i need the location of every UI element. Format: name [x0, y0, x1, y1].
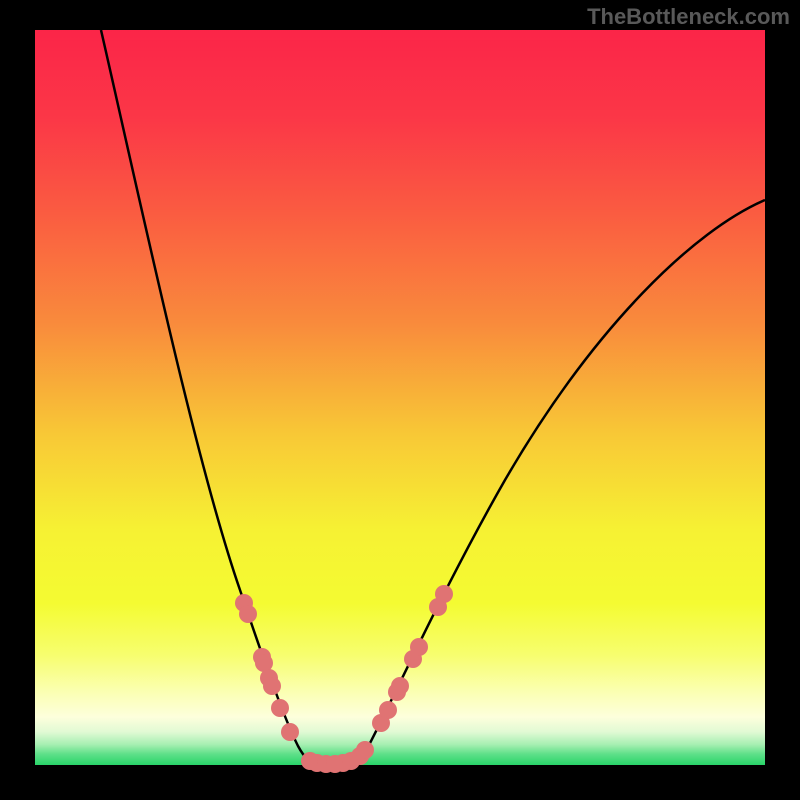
- gradient-background: [35, 30, 765, 765]
- plot-area: [35, 30, 765, 765]
- scatter-point: [239, 605, 257, 623]
- frame-right: [765, 0, 800, 800]
- scatter-point: [410, 638, 428, 656]
- scatter-point: [435, 585, 453, 603]
- chart-svg: [35, 30, 765, 765]
- scatter-point: [391, 677, 409, 695]
- scatter-point: [281, 723, 299, 741]
- frame-left: [0, 0, 35, 800]
- scatter-point: [379, 701, 397, 719]
- scatter-point: [271, 699, 289, 717]
- frame-bottom: [0, 765, 800, 800]
- watermark-text: TheBottleneck.com: [587, 4, 790, 30]
- scatter-point: [263, 677, 281, 695]
- scatter-point: [356, 741, 374, 759]
